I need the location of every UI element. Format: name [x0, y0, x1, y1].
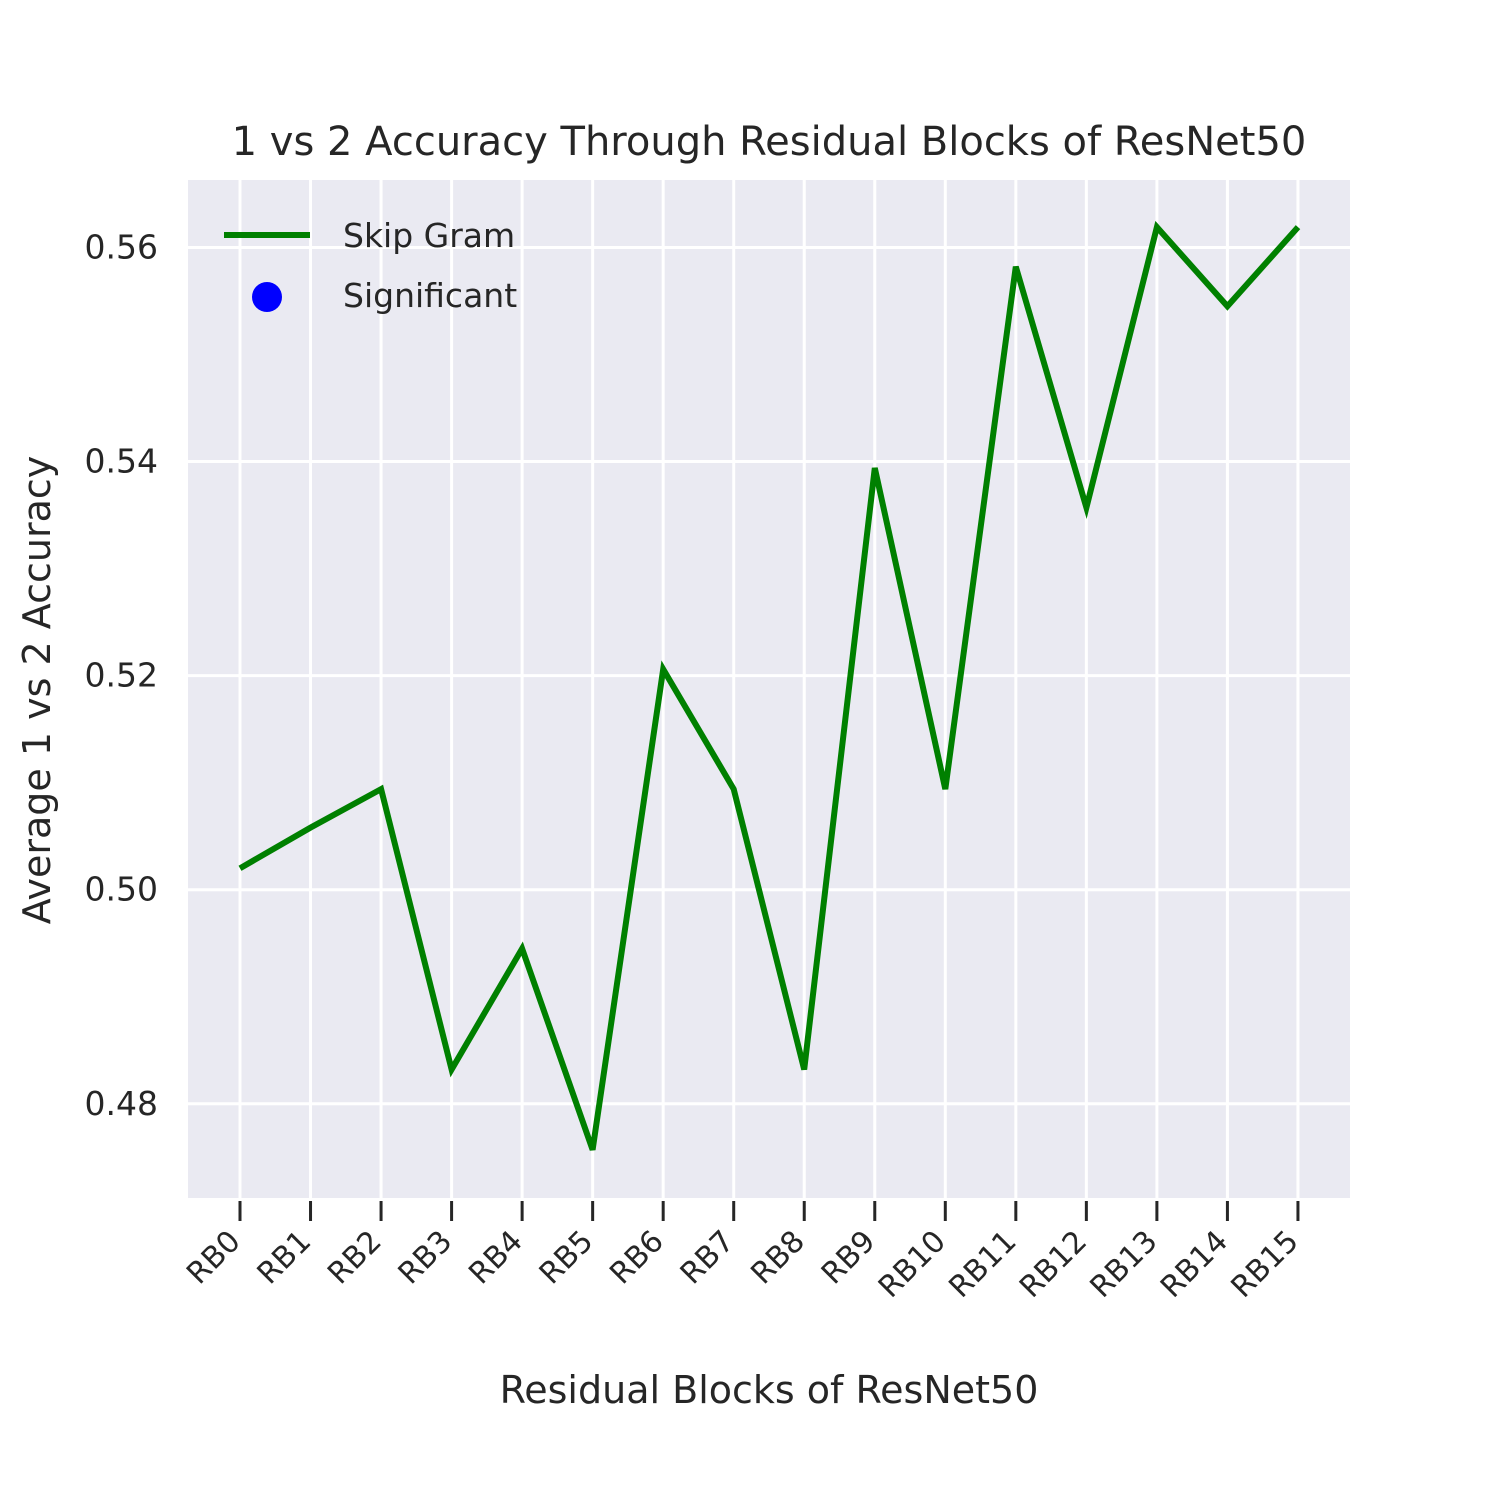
y-tick-label: 0.54: [85, 442, 158, 481]
legend-label: Significant: [343, 276, 517, 315]
y-tick-label: 0.56: [85, 227, 158, 266]
series-layer: [238, 220, 1301, 1151]
legend-label: Skip Gram: [343, 216, 515, 255]
plot-area: [188, 180, 1350, 1198]
y-axis: 0.48 0.50 0.52 0.54 0.56: [85, 227, 158, 1122]
chart-title: 1 vs 2 Accuracy Through Residual Blocks …: [232, 119, 1307, 165]
x-axis-label: Residual Blocks of ResNet50: [500, 1368, 1039, 1412]
legend: Skip Gram Significant: [224, 216, 517, 315]
y-axis-label: Average 1 vs 2 Accuracy: [15, 456, 59, 925]
legend-marker-swatch: [252, 282, 282, 312]
grid-lines: [188, 180, 1350, 1198]
series-line-skip-gram: [238, 220, 1301, 1151]
y-tick-label: 0.50: [85, 870, 158, 909]
y-tick-label: 0.48: [85, 1084, 158, 1123]
y-tick-label: 0.52: [85, 656, 158, 695]
